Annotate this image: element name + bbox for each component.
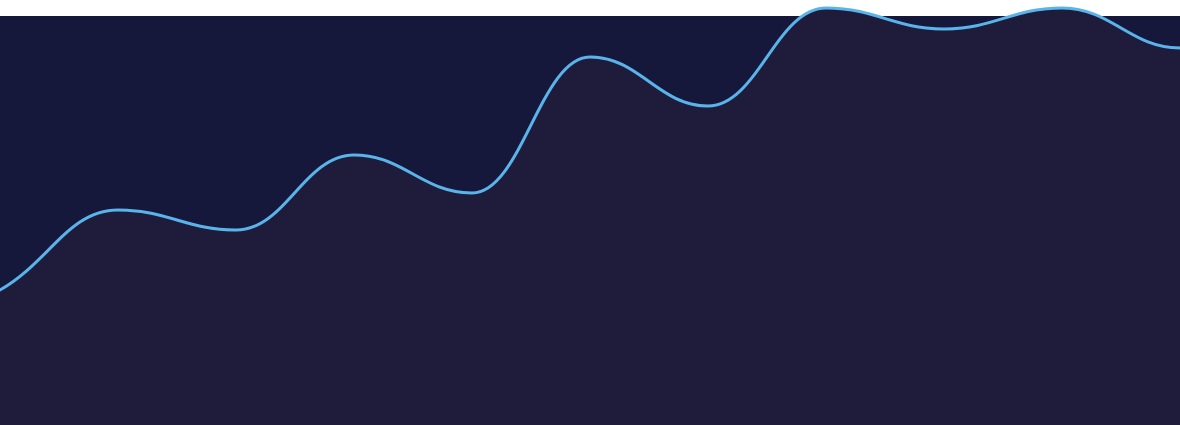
area-fill	[0, 8, 1180, 425]
series-line	[0, 6, 1180, 292]
